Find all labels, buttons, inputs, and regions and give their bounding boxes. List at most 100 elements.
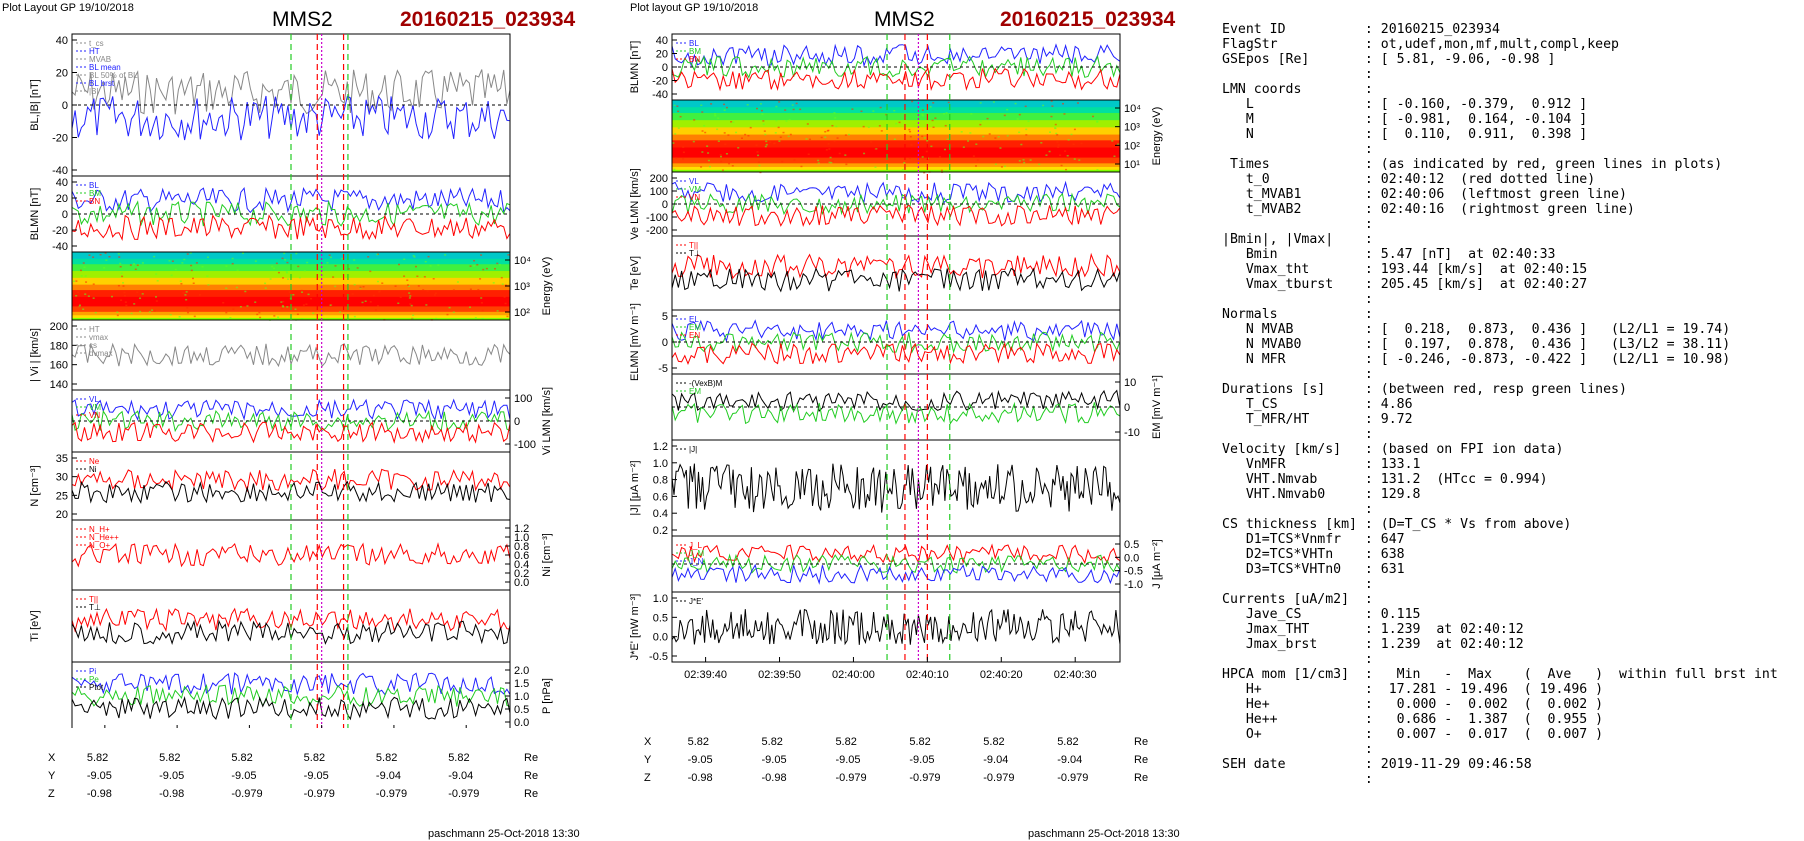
y-tick-label: 40: [56, 35, 68, 47]
y-axis-label: Vi LMN [km/s]: [541, 387, 553, 455]
legend-label: BL 50% of BL: [89, 71, 138, 80]
y-tick-label: 180: [50, 340, 68, 352]
legend-label: VN: [89, 411, 100, 420]
info-line: D2=TCS*VHTn : 638: [1222, 547, 1405, 562]
coord-value: 5.82: [687, 736, 710, 748]
energy-spectrogram: [672, 100, 1120, 174]
panel-6: 10 0 -10 EM [mV m⁻¹] -(VexB)MEM: [671, 373, 1163, 441]
panel-9: 1.0 0.5 0.0 -0.5 J*E' [nW m⁻³] J*E': [629, 591, 1121, 663]
y-tick-label: 140: [50, 379, 68, 391]
coord-value: -9.05: [761, 754, 787, 766]
info-line: Jave_CS : 0.115: [1222, 607, 1421, 622]
series-line: [71, 214, 511, 242]
y-axis-label: Energy (eV): [1151, 107, 1163, 166]
info-line: t_MVAB1 : 02:40:06 (leftmost green line): [1222, 187, 1627, 202]
coord-value: -0.98: [159, 788, 185, 800]
coord-value: -9.05: [159, 770, 185, 782]
coord-value: -9.05: [86, 770, 112, 782]
info-line: He++ : 0.686 - 1.387 ( 0.955 ): [1222, 712, 1604, 727]
series-line: [71, 672, 511, 697]
series-line: [671, 267, 1121, 293]
legend-label: VN: [689, 193, 700, 202]
y-axis-label: J [μA m⁻²]: [1151, 539, 1163, 588]
event-info-block: Event ID : 20160215_023934 FlagStr : ot,u…: [1222, 22, 1778, 787]
series-line: [671, 389, 1121, 413]
info-line: :: [1222, 292, 1373, 307]
y-axis-label: BLMN [nT]: [629, 41, 641, 94]
legend-label: N_O+: [89, 541, 110, 550]
coord-row-label: Y: [48, 770, 56, 782]
legend-label: BN: [689, 55, 700, 64]
left-event-title: 20160215_023934: [400, 8, 576, 31]
series-line: [71, 421, 511, 444]
info-line: GSEpos [Re] : [ 5.81, -9.06, -0.98 ]: [1222, 52, 1556, 67]
legend-label: Ni: [89, 465, 97, 474]
legend-label: T⊥: [689, 249, 701, 258]
y-tick-label: -200: [646, 225, 668, 237]
legend-label: -(VexB)M: [689, 379, 723, 388]
legend-label: BM: [689, 47, 701, 56]
series-line: [671, 43, 1121, 68]
legend-label: T||: [89, 595, 98, 604]
y-tick-label: -40: [52, 165, 68, 177]
info-line: :: [1222, 577, 1373, 592]
right-header-note: Plot layout GP 19/10/2018: [630, 2, 759, 14]
y-tick-label-right: 10³: [514, 281, 530, 293]
right-coordinates-table: X 5.82 5.82 5.82 5.82 5.82 5.82 Re Y -9.05 -9.05 -9…: [620, 736, 1180, 796]
y-tick-label: -100: [646, 212, 668, 224]
coord-value: -9.04: [448, 770, 474, 782]
info-line: :: [1222, 652, 1373, 667]
y-tick-label: -20: [652, 76, 668, 88]
y-axis-label: Te [eV]: [629, 256, 641, 290]
coord-value: 5.82: [761, 736, 783, 748]
coord-value: 5.82: [303, 752, 326, 764]
y-tick-label-right: 2.0: [514, 665, 529, 677]
legend-label: EM: [689, 323, 701, 332]
y-tick-label: 5: [662, 311, 668, 323]
panel-7: 1.21.00.80.60.40.20.0 Ni [cm⁻³] N_H+N_He++…: [71, 519, 553, 591]
y-axis-label: Ve LMN [km/s]: [629, 168, 641, 240]
series-line: [671, 192, 1121, 216]
x-tick-label: 02:40:20: [980, 669, 1023, 681]
legend-label: HT: [89, 325, 100, 334]
info-line: :: [1222, 502, 1373, 517]
y-tick-label: 20: [656, 49, 668, 61]
legend-label: BM: [89, 189, 101, 198]
panel-8: 0.50.0 -0.5-1.0 J [μA m⁻²] J_LJ_MJ_N: [671, 535, 1163, 593]
y-tick-label-right: 0.2: [514, 568, 529, 580]
legend-label: BN: [89, 197, 100, 206]
series-line: [71, 683, 511, 707]
info-line: N : [ 0.110, 0.911, 0.398 ]: [1222, 127, 1588, 142]
y-tick-label: 25: [56, 490, 68, 502]
y-tick-label-right: 100: [514, 393, 532, 405]
y-tick-label-right: 1.2: [514, 523, 529, 535]
y-tick-label-right: 1.0: [514, 532, 529, 544]
coord-value: -0.979: [303, 788, 335, 800]
left-footer: paschmann 25-Oct-2018 13:30: [428, 828, 580, 840]
coord-value: 5.82: [231, 752, 253, 764]
coord-value: -0.98: [761, 772, 787, 784]
series-line: [671, 54, 1121, 79]
y-tick-label: 0: [662, 62, 668, 74]
legend-label: HT: [89, 47, 100, 56]
series-line: [671, 342, 1121, 365]
coord-value: 5.82: [86, 752, 109, 764]
y-tick-label: 200: [50, 321, 68, 333]
y-tick-label-right: 0.8: [514, 541, 529, 553]
info-line: Jmax_THT : 1.239 at 02:40:12: [1222, 622, 1524, 637]
series-line: [671, 204, 1121, 227]
x-tick-label: 02:40:30: [1054, 669, 1097, 681]
y-tick-label-right: 0.0: [514, 717, 529, 728]
left-header-note: Plot Layout GP 19/10/2018: [2, 2, 134, 14]
x-tick-label: 02:39:50: [758, 669, 801, 681]
legend-label: Ne: [89, 457, 100, 466]
y-tick-label: 0.2: [653, 525, 668, 537]
legend-label: J_L: [689, 541, 702, 550]
info-line: LMN coords :: [1222, 82, 1373, 97]
coord-value: -0.979: [231, 788, 263, 800]
legend-label: Ptot: [89, 683, 104, 692]
legend-label: VM: [689, 185, 701, 194]
